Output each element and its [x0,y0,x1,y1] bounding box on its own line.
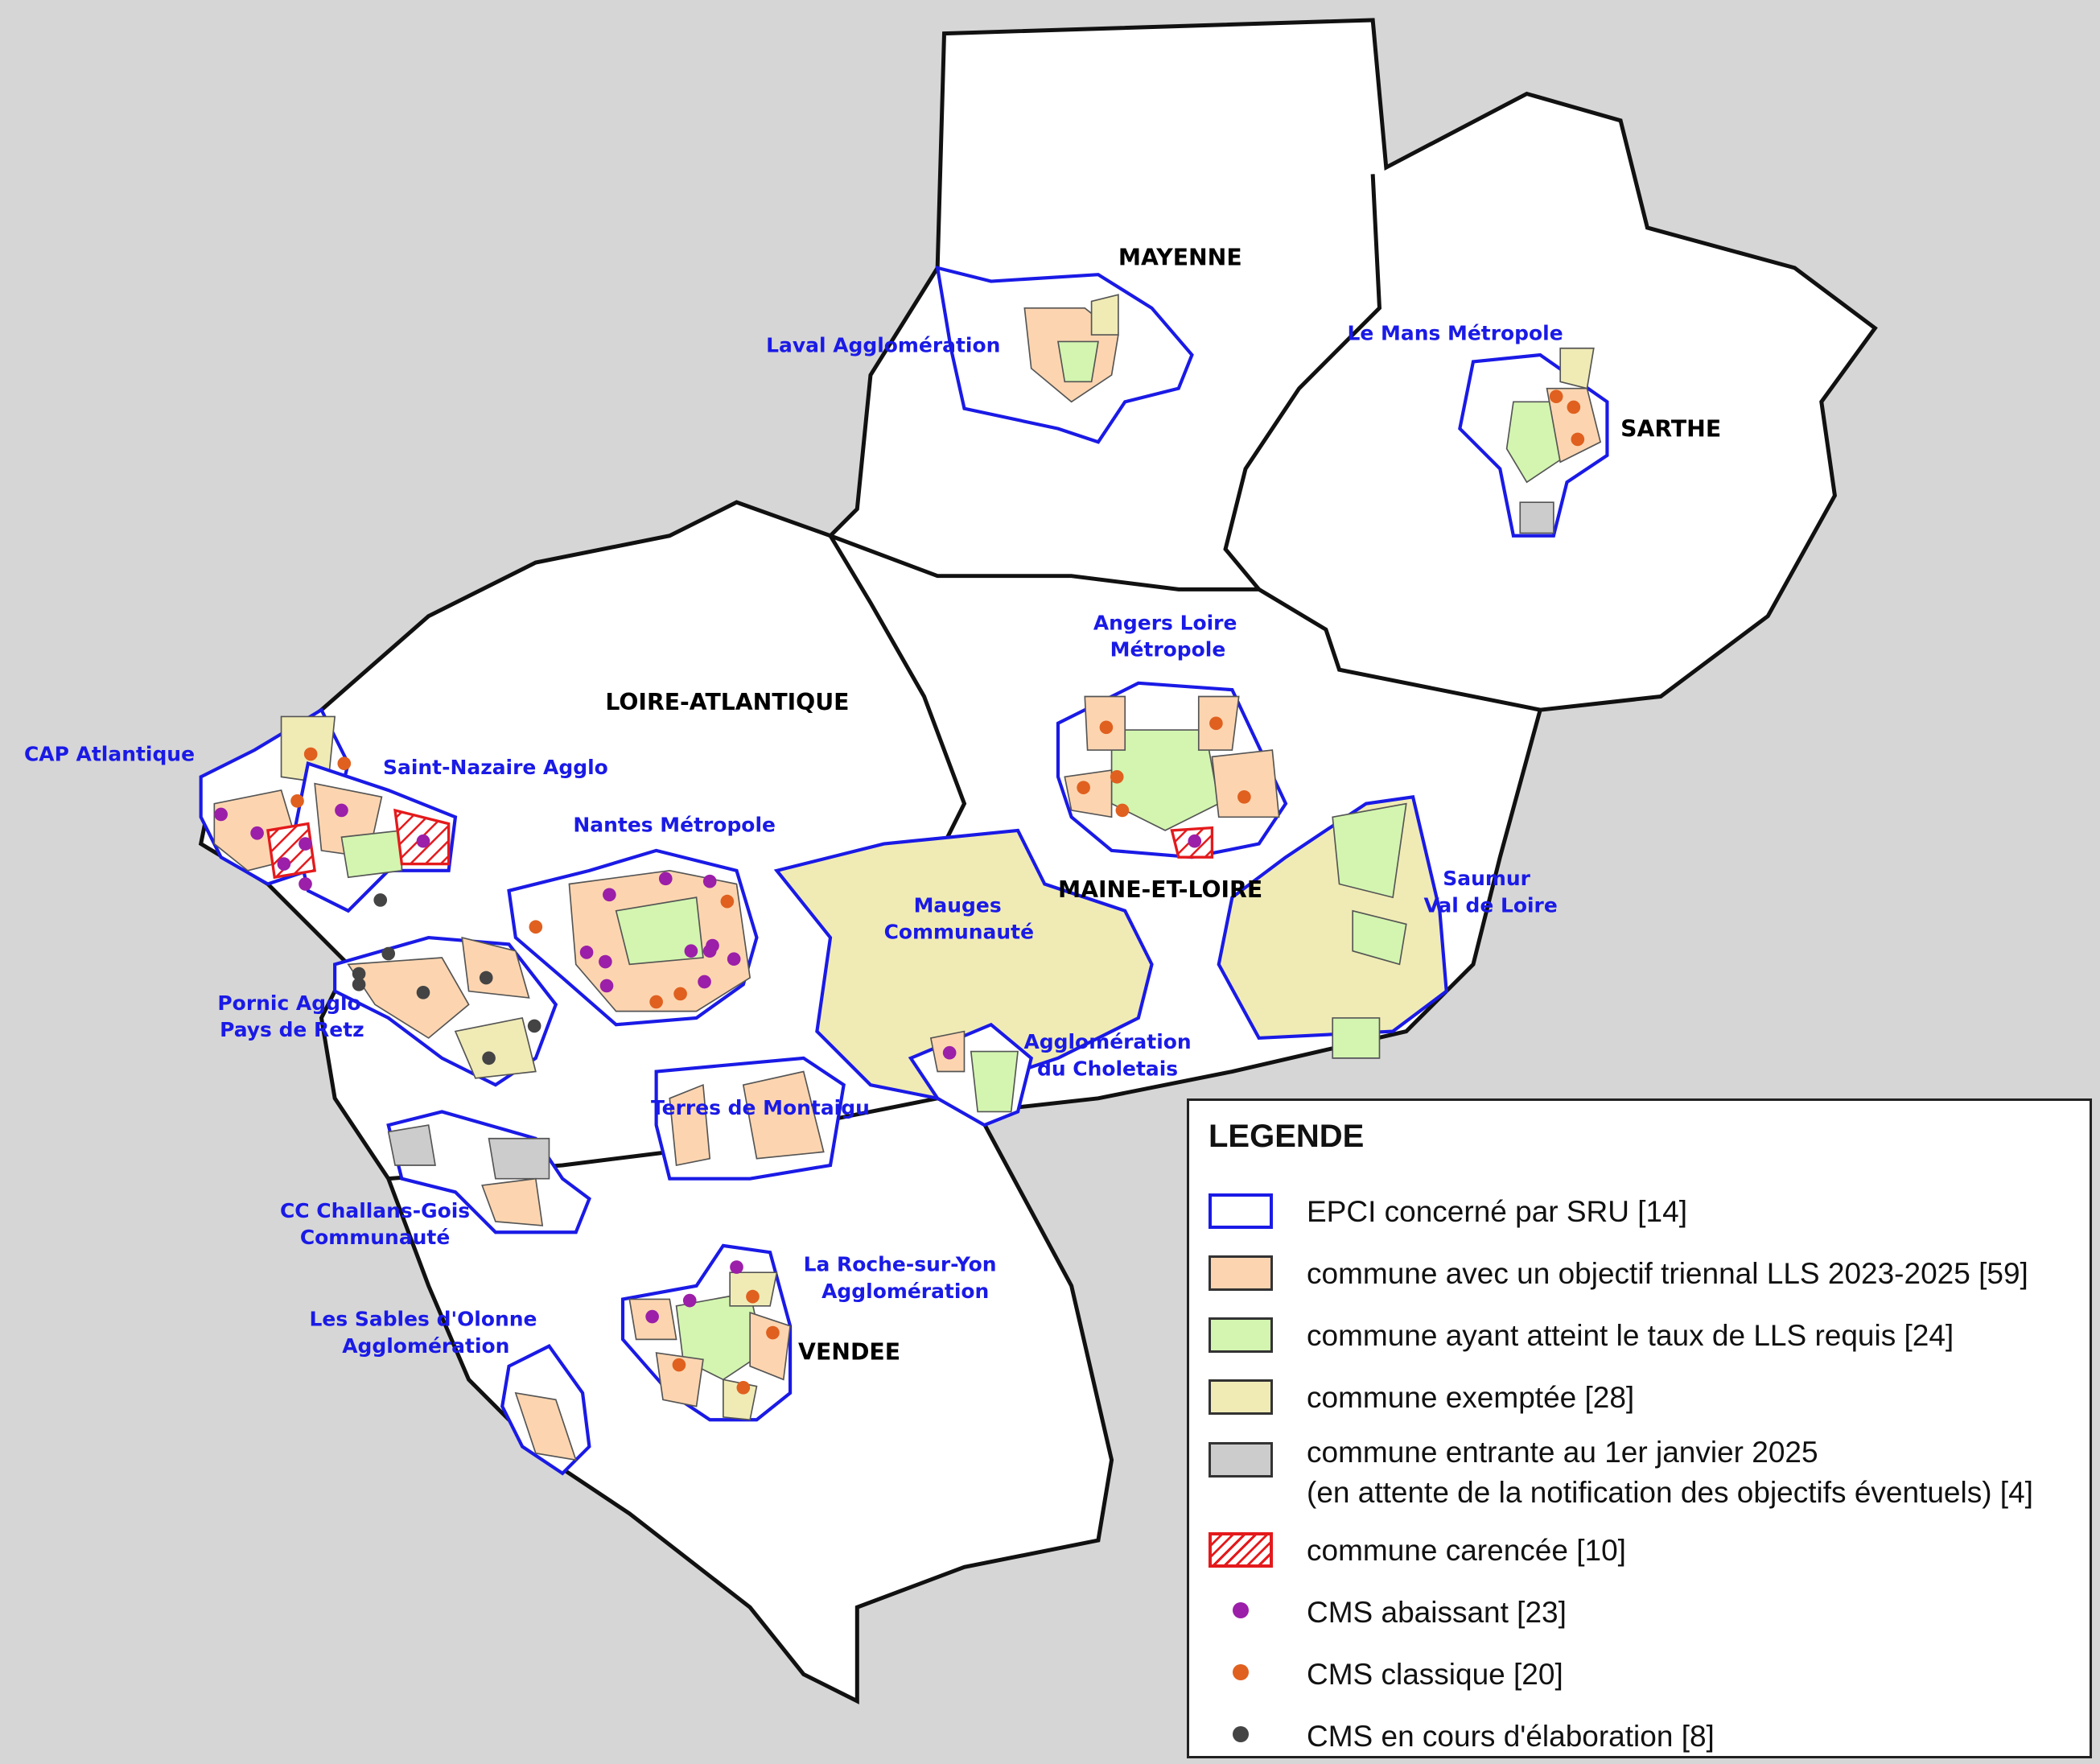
dept-label-vendee: VENDEE [798,1338,900,1365]
legend-label: commune exemptée [28] [1307,1381,1635,1414]
orange-dot-icon [1233,1664,1249,1680]
epci-label: Angers Loire Métropole [1093,611,1237,661]
legend-label: CMS abaissant [23] [1307,1596,1567,1629]
legend-item-cms-elaboration: CMS en cours d'élaboration [8] [1209,1717,1715,1757]
cms-abaissant-dots [214,803,1202,1324]
epci-label: Saint-Nazaire Agglo [383,756,608,779]
dept-label-maine-et-loire: MAINE-ET-LOIRE [1058,876,1262,903]
exemptee-swatch [1209,1379,1273,1415]
dept-label-sarthe: SARTHE [1620,416,1721,443]
cms-classique-dots [290,389,1585,1395]
epci-areas [199,266,1609,1476]
legend-item-atteint: commune ayant atteint le taux de LLS req… [1209,1316,1954,1356]
epci-label: Agglomération du Choletais [1023,1030,1191,1080]
entrante-swatch [1209,1442,1273,1478]
legend-label: commune entrante au 1er janvier 2025 [1307,1436,1818,1469]
legend-label: EPCI concerné par SRU [14] [1307,1195,1687,1228]
epci-label: La Roche-sur-Yon Agglomération [804,1253,997,1303]
legend-item-epci: EPCI concerné par SRU [14] [1209,1192,1687,1232]
epci-label: Mauges Communauté [884,893,1034,943]
legend-item-cms-classique: CMS classique [20] [1209,1655,1563,1695]
epci-label: Laval Agglomération [766,334,1000,357]
carencee-hatch-swatch [1209,1532,1273,1568]
legend: LEGENDE EPCI concerné par SRU [14] commu… [1187,1098,2092,1758]
cms-elaboration-dots [352,893,541,1065]
legend-item-entrante: commune entrante au 1er janvier 2025 (en … [1209,1432,2033,1513]
epci-label: Terres de Montaigu [651,1096,870,1119]
epci-label: Le Mans Métropole [1348,322,1563,345]
dark-dot-icon [1233,1726,1249,1742]
legend-item-exemptee: commune exemptée [28] [1209,1378,1634,1418]
dept-label-mayenne: MAYENNE [1118,245,1242,271]
legend-label: (en attente de la notification des objec… [1307,1476,2033,1509]
region-outline [198,18,1878,1704]
legend-label: commune ayant atteint le taux de LLS req… [1307,1319,1954,1352]
mauges-area [773,828,1154,1100]
legend-item-cms-abaissant: CMS abaissant [23] [1209,1593,1567,1633]
legend-label: commune avec un objectif triennal LLS 20… [1307,1257,2028,1290]
legend-label: commune carencée [10] [1307,1534,1626,1567]
epci-label: Les Sables d'Olonne Agglomération [310,1308,537,1358]
atteint-swatch [1209,1317,1273,1353]
legend-label: CMS classique [20] [1307,1658,1563,1691]
epci-label: CC Challans-Gois Communauté [280,1199,470,1249]
purple-dot-icon [1233,1602,1249,1618]
objectif-swatch [1209,1255,1273,1291]
epci-label: Pornic Agglo Pays de Retz [217,991,364,1041]
legend-item-objectif: commune avec un objectif triennal LLS 20… [1209,1254,2028,1294]
legend-item-carencee: commune carencée [10] [1209,1531,1626,1571]
epci-label: Saumur Val de Loire [1423,867,1557,917]
epci-label: CAP Atlantique [24,742,195,765]
legend-label: CMS en cours d'élaboration [8] [1307,1720,1715,1753]
dept-label-loire-atlantique: LOIRE-ATLANTIQUE [605,689,849,715]
epci-outline-swatch [1209,1193,1273,1229]
epci-label: Nantes Métropole [573,814,776,837]
legend-title: LEGENDE [1209,1119,1365,1154]
